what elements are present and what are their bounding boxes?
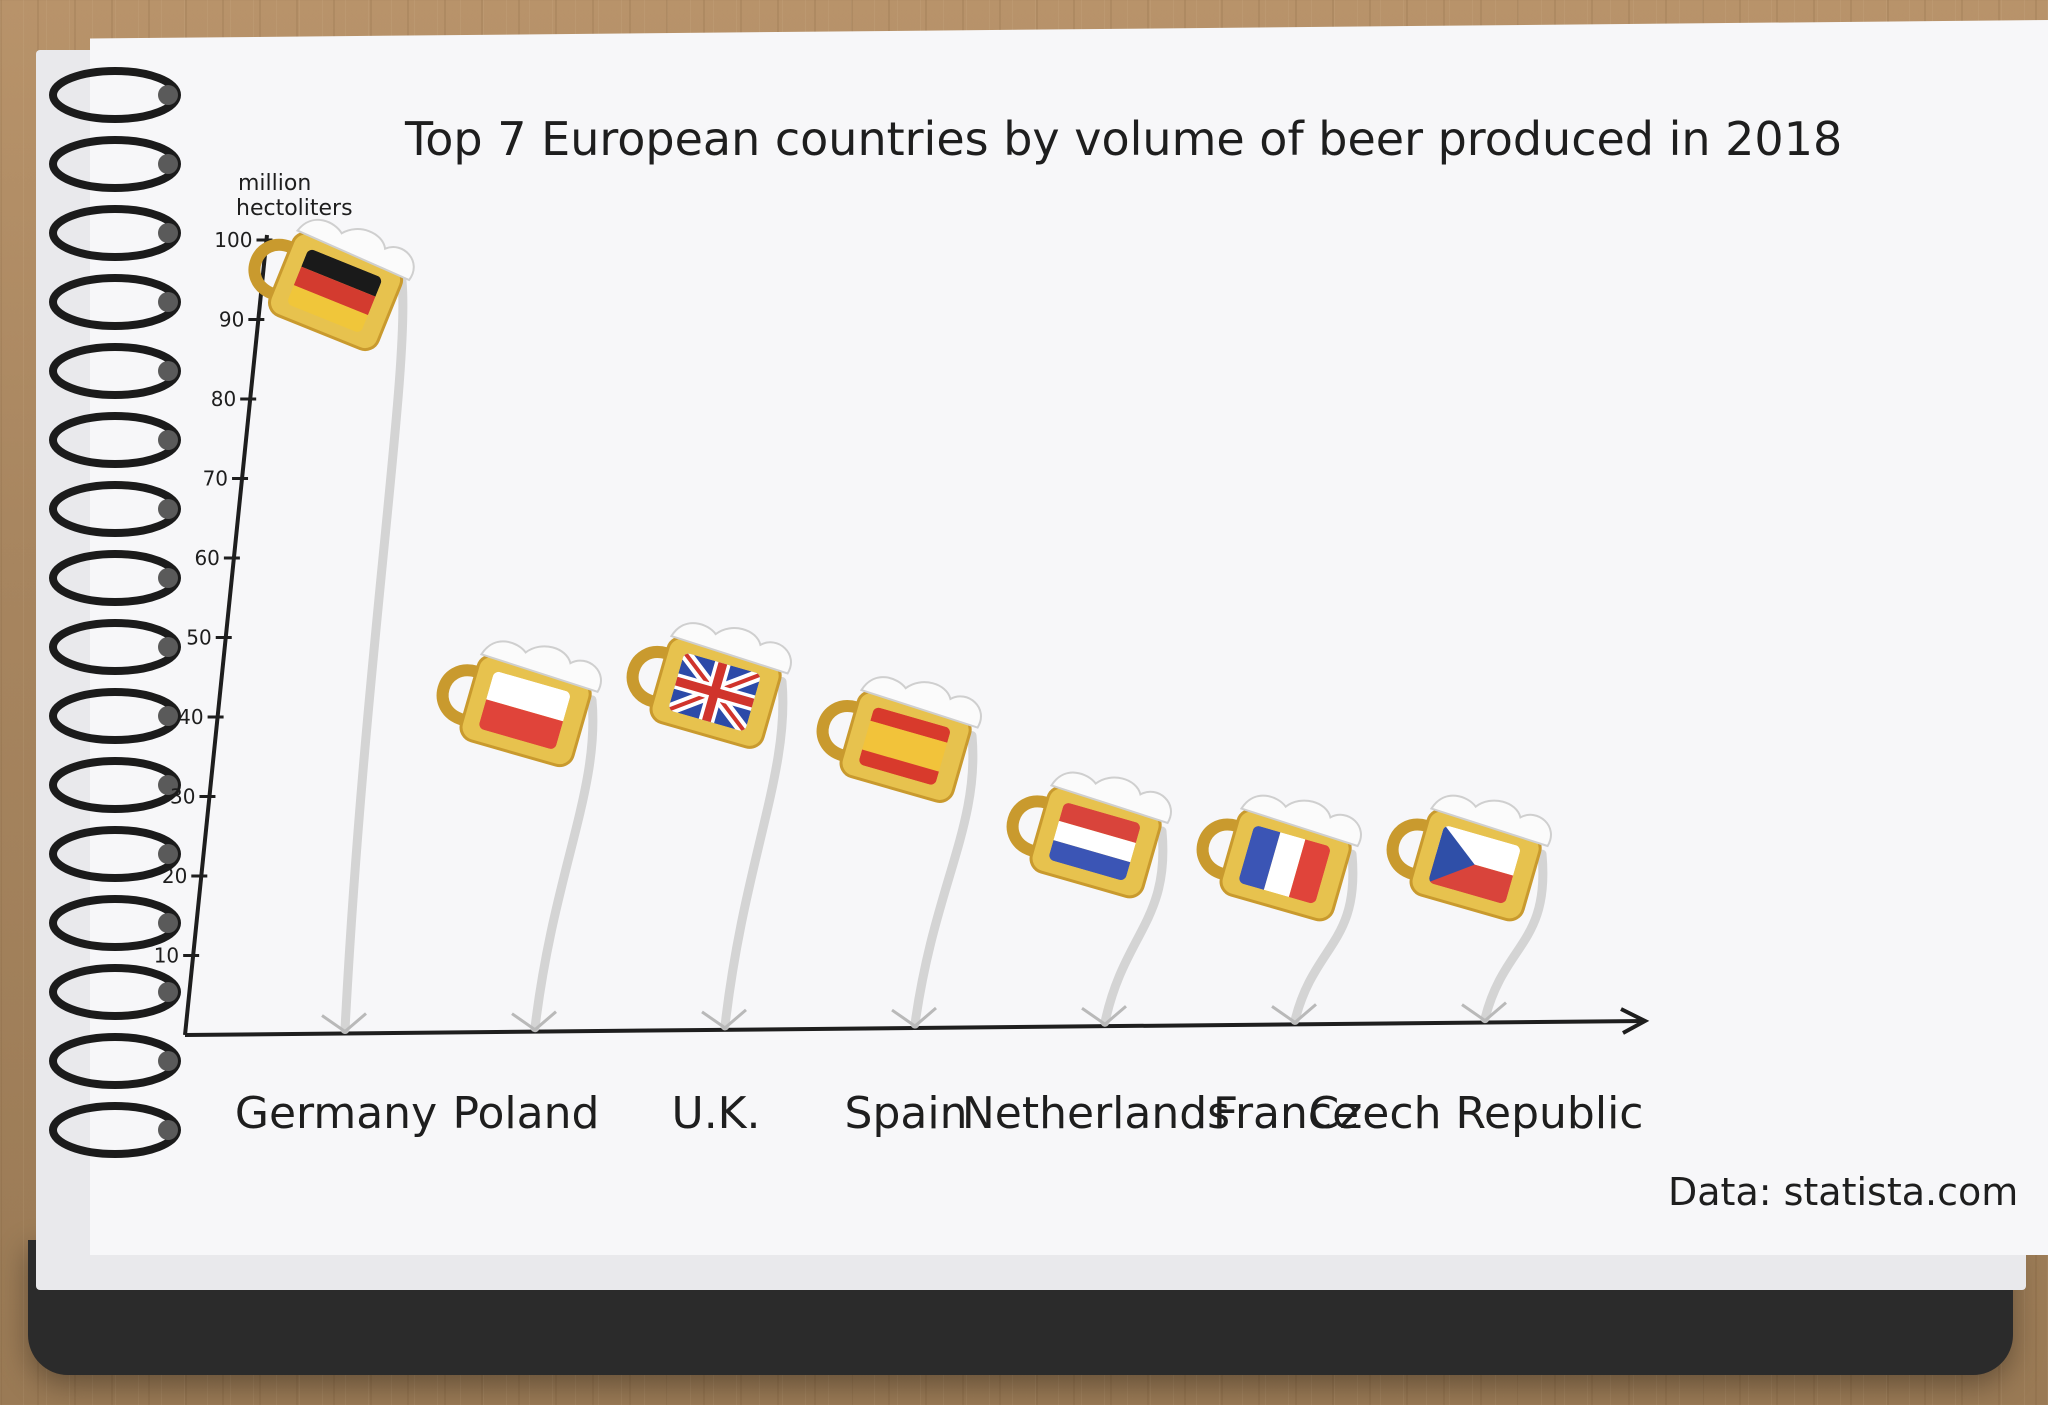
uk-flag-icon: [667, 652, 762, 732]
x-tick-label: Netherlands: [962, 1088, 1230, 1139]
pour-streams: [321, 276, 1548, 1035]
mug-handle: [248, 239, 293, 300]
mug-foam: [295, 218, 415, 282]
x-tick-label: Germany: [235, 1088, 437, 1139]
binding-hole: [158, 982, 178, 1002]
y-axis-ticks: 10 20 30 40 50 60 70 80 90 100: [154, 228, 273, 968]
mug-foam: [479, 640, 602, 693]
mug-foam: [1429, 794, 1552, 848]
sketch-paper: [90, 20, 2048, 1255]
poland-flag-icon: [477, 670, 572, 751]
y-tick-label: 70: [203, 467, 228, 491]
beer-mug-czech-republic: [1386, 794, 1552, 922]
france-flag-icon: [1237, 824, 1332, 905]
binding-hole: [158, 154, 178, 174]
y-tick-label: 80: [211, 387, 236, 411]
binding-hole: [158, 637, 178, 657]
beer-mug-u-k: [626, 622, 792, 749]
mug-foam: [1239, 794, 1362, 848]
spiral-binding: [49, 67, 181, 1158]
beer-mug-france: [1196, 794, 1362, 922]
netherlands-flag-icon: [1047, 801, 1142, 882]
pour-splash: [1461, 1001, 1507, 1023]
y-tick-label: 100: [214, 228, 252, 252]
binding-hole: [158, 775, 178, 795]
y-axis-line: [183, 234, 269, 1036]
y-axis-label-line2: hectoliters: [236, 196, 353, 221]
mug-handle: [436, 664, 479, 726]
x-axis-labels: Germany Poland U.K. SpainNetherlandsFranceC…: [235, 1088, 1644, 1139]
binding-hole: [158, 223, 178, 243]
mug-foam: [1049, 771, 1172, 825]
binding-hole: [158, 1120, 178, 1140]
pour-stream: [720, 677, 788, 1031]
pour-splash: [701, 1008, 747, 1030]
pour-splash: [321, 1012, 367, 1034]
beer-mug-spain: [816, 676, 982, 803]
binding-hole: [158, 499, 178, 519]
czech-flag-icon: [1427, 824, 1522, 905]
chart-title: Top 7 European countries by volume of be…: [404, 112, 1842, 166]
beer-mug-germany: [248, 218, 415, 352]
pour-stream: [910, 731, 978, 1029]
binding-hole: [158, 1051, 178, 1071]
y-tick-label: 30: [170, 785, 195, 809]
mug-foam: [859, 676, 982, 729]
y-tick-label: 40: [178, 705, 203, 729]
binding-hole: [158, 844, 178, 864]
y-tick-label: 10: [154, 944, 179, 968]
binding-hole: [158, 292, 178, 312]
binding-hole: [158, 430, 178, 450]
beer-mug-poland: [436, 640, 602, 768]
mug-handle: [1386, 818, 1429, 880]
spain-flag-icon: [857, 706, 952, 787]
x-tick-label: Spain: [845, 1088, 968, 1139]
pour-splash: [891, 1006, 937, 1028]
pour-stream: [340, 276, 408, 1035]
x-tick-label: U.K.: [671, 1088, 760, 1139]
pour-splash: [1271, 1003, 1317, 1025]
y-tick-label: 20: [162, 864, 187, 888]
pour-stream: [530, 695, 598, 1033]
binding-hole: [158, 361, 178, 381]
pour-splash: [511, 1010, 557, 1032]
x-axis-arrow: [1620, 1007, 1650, 1035]
binding-hole: [158, 706, 178, 726]
pour-stream: [1480, 849, 1548, 1024]
binding-hole: [158, 85, 178, 105]
mug-handle: [626, 646, 669, 708]
beer-mug-netherlands: [1006, 771, 1172, 899]
x-tick-label: Poland: [453, 1088, 600, 1139]
y-tick-label: 90: [219, 308, 244, 332]
beer-mugs: [248, 218, 1552, 922]
binding-hole: [158, 568, 178, 588]
pour-splash: [1081, 1005, 1127, 1027]
pour-stream: [1290, 849, 1358, 1025]
source-note: Data: statista.com: [1668, 1170, 2018, 1214]
mug-handle: [816, 700, 859, 762]
mug-handle: [1196, 818, 1239, 880]
x-tick-label: France: [1213, 1088, 1359, 1139]
pour-stream: [1100, 826, 1168, 1027]
y-tick-label: 60: [194, 546, 219, 570]
binding-hole: [158, 913, 178, 933]
x-tick-label: Czech Republic: [1308, 1088, 1643, 1139]
germany-flag-icon: [286, 248, 383, 334]
mug-handle: [1006, 795, 1049, 857]
y-tick-label: 50: [186, 626, 211, 650]
mug-foam: [669, 622, 792, 675]
y-axis-label-line1: million: [238, 171, 311, 196]
